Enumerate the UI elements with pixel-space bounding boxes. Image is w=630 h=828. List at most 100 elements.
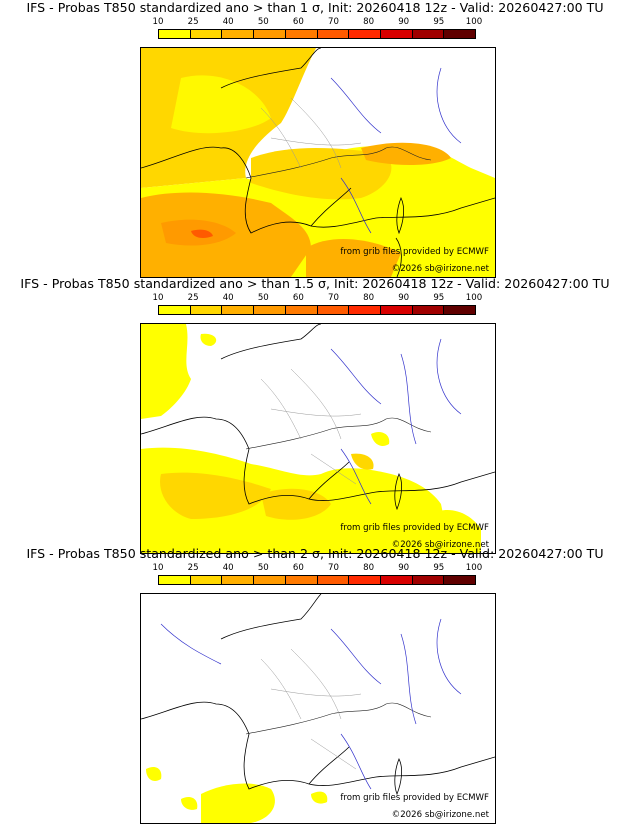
colorbar-tick: 25 (187, 17, 199, 27)
colorbar-tick: 40 (222, 563, 234, 573)
island-sardinia (395, 237, 402, 277)
colorbar-swatch (317, 576, 350, 584)
colorbar-tick: 95 (433, 293, 445, 303)
prob-area-10 (431, 509, 481, 553)
prob-area-25 (351, 453, 374, 470)
panel-1-5-sigma: IFS - Probas T850 standardized ano > tha… (0, 276, 630, 554)
colorbar-swatch (159, 306, 191, 314)
prob-area-10 (311, 791, 328, 804)
colorbar-tick: 80 (363, 293, 375, 303)
probability-map: from grib files provided by ECMWF ©2026 … (140, 323, 496, 554)
prob-area-10 (181, 797, 198, 810)
colorbar-tick: 50 (257, 293, 269, 303)
coastline (308, 756, 495, 786)
colorbar-tick: 40 (222, 293, 234, 303)
colorbar-swatch (222, 306, 255, 314)
colorbar-ticks: 10 25 40 50 60 70 80 90 95 100 (153, 293, 483, 303)
colorbar-tick: 60 (292, 293, 304, 303)
colorbar-swatch (285, 576, 318, 584)
colorbar (158, 29, 476, 39)
prob-area-25 (251, 148, 392, 200)
colorbar-tick: 10 (152, 563, 164, 573)
prob-area-10 (201, 783, 275, 823)
colorbar-swatch (412, 30, 445, 38)
probability-map: from grib files provided by ECMWF ©2026 … (140, 47, 496, 278)
panel-2-sigma: IFS - Probas T850 standardized ano > tha… (0, 546, 630, 824)
region-border (260, 648, 362, 770)
colorbar-ticks: 10 25 40 50 60 70 80 90 95 100 (153, 17, 483, 27)
island-corsica (394, 758, 403, 796)
prob-area-none (316, 48, 495, 163)
colorbar-swatch (285, 306, 318, 314)
colorbar-tick: 10 (152, 293, 164, 303)
map-title: IFS - Probas T850 standardized ano > tha… (26, 546, 604, 561)
colorbar-tick: 40 (222, 17, 234, 27)
colorbar-swatch (222, 30, 255, 38)
colorbar-swatch (380, 30, 413, 38)
coastline (220, 594, 322, 640)
copyright-credit: ©2026 sb@irizone.net (391, 540, 489, 550)
colorbar-swatch (285, 30, 318, 38)
colorbar-tick: 10 (152, 17, 164, 27)
colorbar-tick: 100 (465, 293, 483, 303)
copyright-credit: ©2026 sb@irizone.net (391, 264, 489, 274)
colorbar-swatch (190, 306, 223, 314)
coastline (308, 471, 495, 501)
colorbar-tick: 50 (257, 17, 269, 27)
colorbar-tick: 90 (398, 563, 410, 573)
map-title: IFS - Probas T850 standardized ano > tha… (20, 276, 610, 291)
colorbar-tick: 100 (465, 17, 483, 27)
colorbar-tick: 60 (292, 17, 304, 27)
colorbar-tick: 95 (433, 563, 445, 573)
prob-area-25 (160, 472, 271, 519)
colorbar-swatch (349, 576, 381, 584)
colorbar-swatch (254, 576, 286, 584)
colorbar-tick: 100 (465, 563, 483, 573)
map-svg (141, 324, 495, 553)
colorbar-tick: 80 (363, 563, 375, 573)
map-svg (141, 48, 495, 277)
colorbar-tick: 50 (257, 563, 269, 573)
colorbar-swatch (317, 30, 350, 38)
colorbar-swatch (254, 306, 286, 314)
colorbar-tick: 25 (187, 563, 199, 573)
colorbar-tick: 25 (187, 293, 199, 303)
prob-area-10 (200, 333, 217, 346)
river (330, 67, 462, 234)
prob-area-25 (261, 488, 331, 520)
colorbar-tick: 70 (328, 563, 339, 573)
probability-map: from grib files provided by ECMWF ©2026 … (140, 593, 496, 824)
coastline (220, 324, 322, 360)
colorbar-swatch (159, 576, 191, 584)
colorbar-swatch (190, 576, 223, 584)
river (160, 618, 462, 790)
border-line (245, 146, 432, 179)
coastline (220, 48, 322, 89)
prob-area-70 (191, 229, 213, 239)
colorbar-tick: 60 (292, 563, 304, 573)
colorbar-tick: 70 (328, 293, 339, 303)
border-line (245, 417, 432, 450)
region-border (260, 97, 362, 169)
colorbar-swatch (317, 306, 350, 314)
prob-area-10 (371, 432, 390, 446)
panel-1-sigma: IFS - Probas T850 standardized ano > tha… (0, 0, 630, 278)
prob-area-10 (141, 324, 191, 419)
colorbar-swatch (380, 306, 413, 314)
colorbar-tick: 90 (398, 293, 410, 303)
colorbar-swatch (190, 30, 223, 38)
colorbar (158, 305, 476, 315)
prob-area-10 (146, 767, 162, 781)
copyright-credit: ©2026 sb@irizone.net (391, 810, 489, 820)
coastline (310, 197, 495, 228)
map-svg (141, 594, 495, 823)
prob-area-40 (306, 238, 401, 277)
colorbar-tick: 70 (328, 17, 339, 27)
region-border (260, 368, 362, 485)
colorbar-swatch (412, 306, 445, 314)
island-corsica (396, 197, 405, 235)
colorbar-swatch (159, 30, 191, 38)
colorbar-swatch (412, 576, 445, 584)
colorbar-swatch (254, 30, 286, 38)
source-credit: from grib files provided by ECMWF (340, 523, 489, 533)
